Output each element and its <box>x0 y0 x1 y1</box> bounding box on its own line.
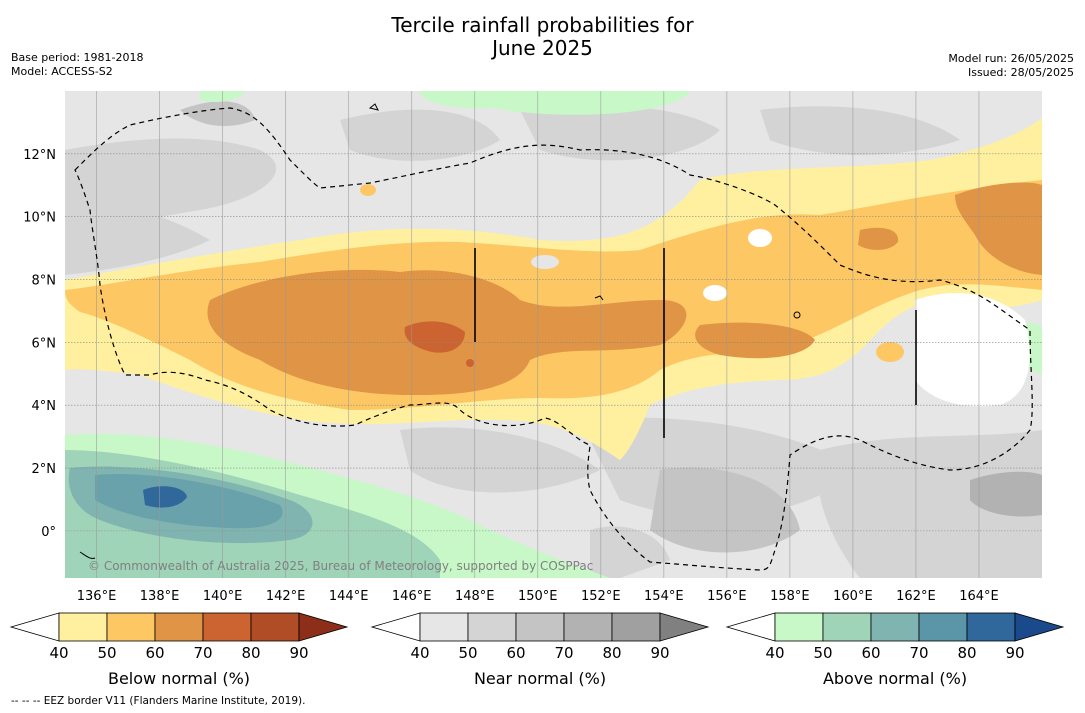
colorbars: 40 50 60 70 80 90 Below normal (%) 40 50 60 70 80 90… <box>9 612 1065 688</box>
colorbar-tick-label: 60 <box>861 644 880 662</box>
above-normal-regions <box>65 91 1042 578</box>
colorbar-segment <box>250 612 300 642</box>
lat-tick-label: 6°N <box>32 336 57 351</box>
colorbar-tick-label: 90 <box>1005 644 1024 662</box>
colorbar-label: Above normal (%) <box>823 669 967 688</box>
lon-tick-label: 158°E <box>770 589 810 604</box>
colorbar-label: Below normal (%) <box>108 669 250 688</box>
lon-tick-label: 164°E <box>959 589 999 604</box>
lon-tick-label: 138°E <box>140 589 180 604</box>
title-line-1: Tercile rainfall probabilities for <box>391 13 694 37</box>
colorbar-tick-label: 40 <box>765 644 784 662</box>
lon-tick-label: 146°E <box>392 589 432 604</box>
issued-date: Issued: 28/05/2025 <box>967 66 1074 79</box>
colorbar-tick-label: 40 <box>410 644 429 662</box>
colorbar-upper-extension <box>298 612 349 642</box>
lon-tick-label: 160°E <box>833 589 873 604</box>
base-period: Base period: 1981-2018 <box>11 51 144 64</box>
meta-left: Base period: 1981-2018 Model: ACCESS-S2 <box>11 51 143 79</box>
lon-tick-label: 156°E <box>707 589 747 604</box>
lat-gridlines <box>65 153 1042 532</box>
colorbar-segment <box>822 612 872 642</box>
colorbar-segment <box>774 612 824 642</box>
colorbar-segment <box>563 612 613 642</box>
lat-tick-label: 4°N <box>32 399 57 414</box>
lat-tick-labels: 12°N 10°N 8°N 6°N 4°N 2°N 0° <box>23 148 56 540</box>
lon-tick-label: 148°E <box>455 589 495 604</box>
colorbar-segment <box>202 612 252 642</box>
lon-tick-label: 144°E <box>329 589 369 604</box>
lat-tick-label: 12°N <box>23 148 56 163</box>
colorbar-tick-label: 80 <box>602 644 621 662</box>
lon-tick-label: 140°E <box>203 589 243 604</box>
colorbar-tick-label: 50 <box>97 644 116 662</box>
colorbar-tick-label: 80 <box>241 644 260 662</box>
colorbar-segment <box>106 612 156 642</box>
colorbar-label: Near normal (%) <box>474 669 606 688</box>
map-area: © Commonwealth of Australia 2025, Bureau… <box>65 91 1042 578</box>
colorbar-segment <box>611 612 661 642</box>
lon-tick-labels: 136°E 138°E 140°E 142°E 144°E 146°E 148°E 150°E… <box>77 589 999 604</box>
lat-tick-label: 0° <box>41 525 56 540</box>
colorbar-lower-extension <box>725 612 776 642</box>
colorbar-tick-label: 70 <box>193 644 212 662</box>
lon-tick-label: 136°E <box>77 589 117 604</box>
lon-tick-label: 152°E <box>581 589 621 604</box>
colorbar-segment <box>419 612 469 642</box>
eez-borders <box>74 107 1033 571</box>
colorbar-segment <box>966 612 1016 642</box>
colorbar-tick-label: 50 <box>458 644 477 662</box>
colorbar-segment <box>918 612 968 642</box>
lat-tick-label: 2°N <box>32 462 57 477</box>
lat-tick-label: 10°N <box>23 211 56 226</box>
colorbar-2: 40 50 60 70 80 90 Near normal (%) <box>370 612 710 688</box>
colorbar-3: 40 50 60 70 80 90 Above normal (%) <box>725 612 1065 688</box>
meta-right: Model run: 26/05/2025 Issued: 28/05/2025 <box>948 52 1074 80</box>
lat-tick-label: 8°N <box>32 274 57 289</box>
copyright-notice: © Commonwealth of Australia 2025, Bureau… <box>88 559 593 573</box>
boundary-lines <box>474 248 917 438</box>
lon-tick-label: 154°E <box>644 589 684 604</box>
colorbar-segment <box>870 612 920 642</box>
colorbar-segment <box>58 612 108 642</box>
colorbar-tick-label: 80 <box>957 644 976 662</box>
model-name: Model: ACCESS-S2 <box>11 65 113 78</box>
map-title: Tercile rainfall probabilities for June … <box>0 14 1085 60</box>
colorbar-upper-extension <box>659 612 710 642</box>
colorbar-tick-label: 90 <box>650 644 669 662</box>
footnote: -- -- -- EEZ border V11 (Flanders Marine… <box>11 695 306 707</box>
lon-tick-label: 142°E <box>266 589 306 604</box>
colorbar-segment <box>515 612 565 642</box>
colorbar-tick-label: 70 <box>909 644 928 662</box>
model-run: Model run: 26/05/2025 <box>948 52 1074 65</box>
colorbar-lower-extension <box>9 612 60 642</box>
colorbar-tick-label: 70 <box>554 644 573 662</box>
colorbar-tick-label: 50 <box>813 644 832 662</box>
colorbar-tick-label: 90 <box>289 644 308 662</box>
colorbar-upper-extension <box>1014 612 1065 642</box>
below-normal-regions <box>65 118 1042 460</box>
colorbar-tick-label: 60 <box>506 644 525 662</box>
colorbar-segment <box>154 612 204 642</box>
colorbar-lower-extension <box>370 612 421 642</box>
colorbar-tick-label: 40 <box>49 644 68 662</box>
colorbar-1: 40 50 60 70 80 90 Below normal (%) <box>9 612 349 688</box>
islands <box>79 103 801 559</box>
lon-tick-label: 150°E <box>518 589 558 604</box>
colorbar-segment <box>467 612 517 642</box>
lon-tick-label: 162°E <box>896 589 936 604</box>
title-line-2: June 2025 <box>492 36 593 60</box>
colorbar-tick-label: 60 <box>145 644 164 662</box>
